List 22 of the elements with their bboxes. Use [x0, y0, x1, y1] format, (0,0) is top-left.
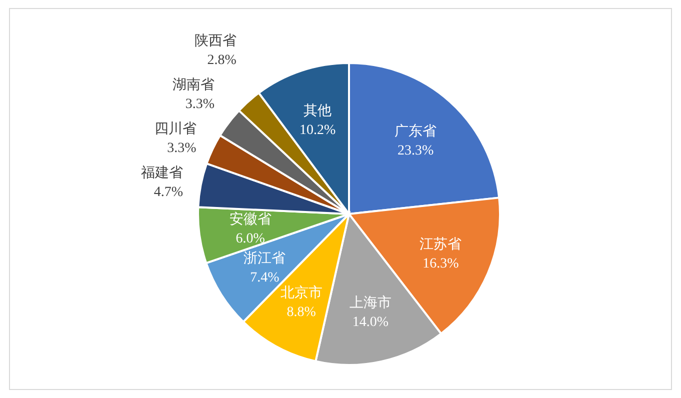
- slice-label: 广东省: [394, 123, 437, 140]
- slice-label: 其他: [304, 102, 332, 119]
- data-label: 7.4%: [250, 270, 280, 286]
- slice-label: 福建省: [141, 165, 184, 182]
- slice-label: 湖南省: [172, 77, 214, 94]
- slice-label: 陕西省: [194, 33, 236, 50]
- data-label: 23.3%: [397, 143, 434, 158]
- data-label: 2.8%: [207, 53, 237, 68]
- slice-label: 四川省: [154, 121, 196, 138]
- slice-label: 江苏省: [420, 236, 462, 253]
- slice-label: 北京市: [280, 285, 322, 302]
- data-label: 16.3%: [422, 256, 460, 272]
- data-label: 8.8%: [286, 305, 316, 320]
- data-label: 14.0%: [352, 314, 389, 330]
- slice-label: 安徽省: [229, 212, 272, 228]
- slice-label: 浙江省: [244, 250, 286, 267]
- data-label: 4.7%: [154, 185, 184, 200]
- slice-label: 上海市: [349, 294, 392, 311]
- data-label: 6.0%: [236, 232, 266, 247]
- data-label: 3.3%: [167, 141, 197, 156]
- data-label: 3.3%: [185, 97, 215, 112]
- data-label: 10.2%: [300, 122, 336, 138]
